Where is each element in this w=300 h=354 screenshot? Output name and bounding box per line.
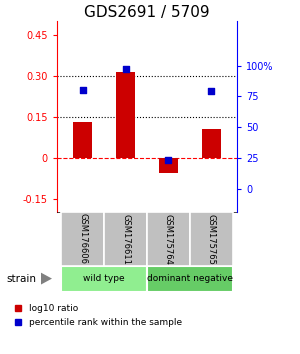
Text: GSM175764: GSM175764 (164, 213, 173, 264)
Legend: log10 ratio, percentile rank within the sample: log10 ratio, percentile rank within the … (15, 304, 182, 327)
Bar (61, 266, 147, 292)
Text: wild type: wild type (83, 274, 125, 283)
Point (209, 88, 214, 94)
Text: GSM176611: GSM176611 (121, 213, 130, 264)
Bar (190, 212, 233, 266)
Bar (147, 212, 190, 266)
Bar (159, 158, 178, 173)
Text: strain: strain (6, 274, 36, 284)
Text: GSM176606: GSM176606 (78, 213, 87, 264)
Bar (116, 72, 135, 158)
Bar (147, 266, 233, 292)
Point (166, 158, 171, 163)
Text: GSM175765: GSM175765 (207, 213, 216, 264)
Title: GDS2691 / 5709: GDS2691 / 5709 (84, 5, 210, 20)
Point (123, 67, 128, 72)
Bar (104, 212, 147, 266)
Point (80, 87, 85, 93)
Bar (202, 129, 221, 158)
Polygon shape (40, 273, 52, 285)
Text: dominant negative: dominant negative (147, 274, 233, 283)
Bar (73, 122, 92, 158)
Bar (61, 212, 104, 266)
